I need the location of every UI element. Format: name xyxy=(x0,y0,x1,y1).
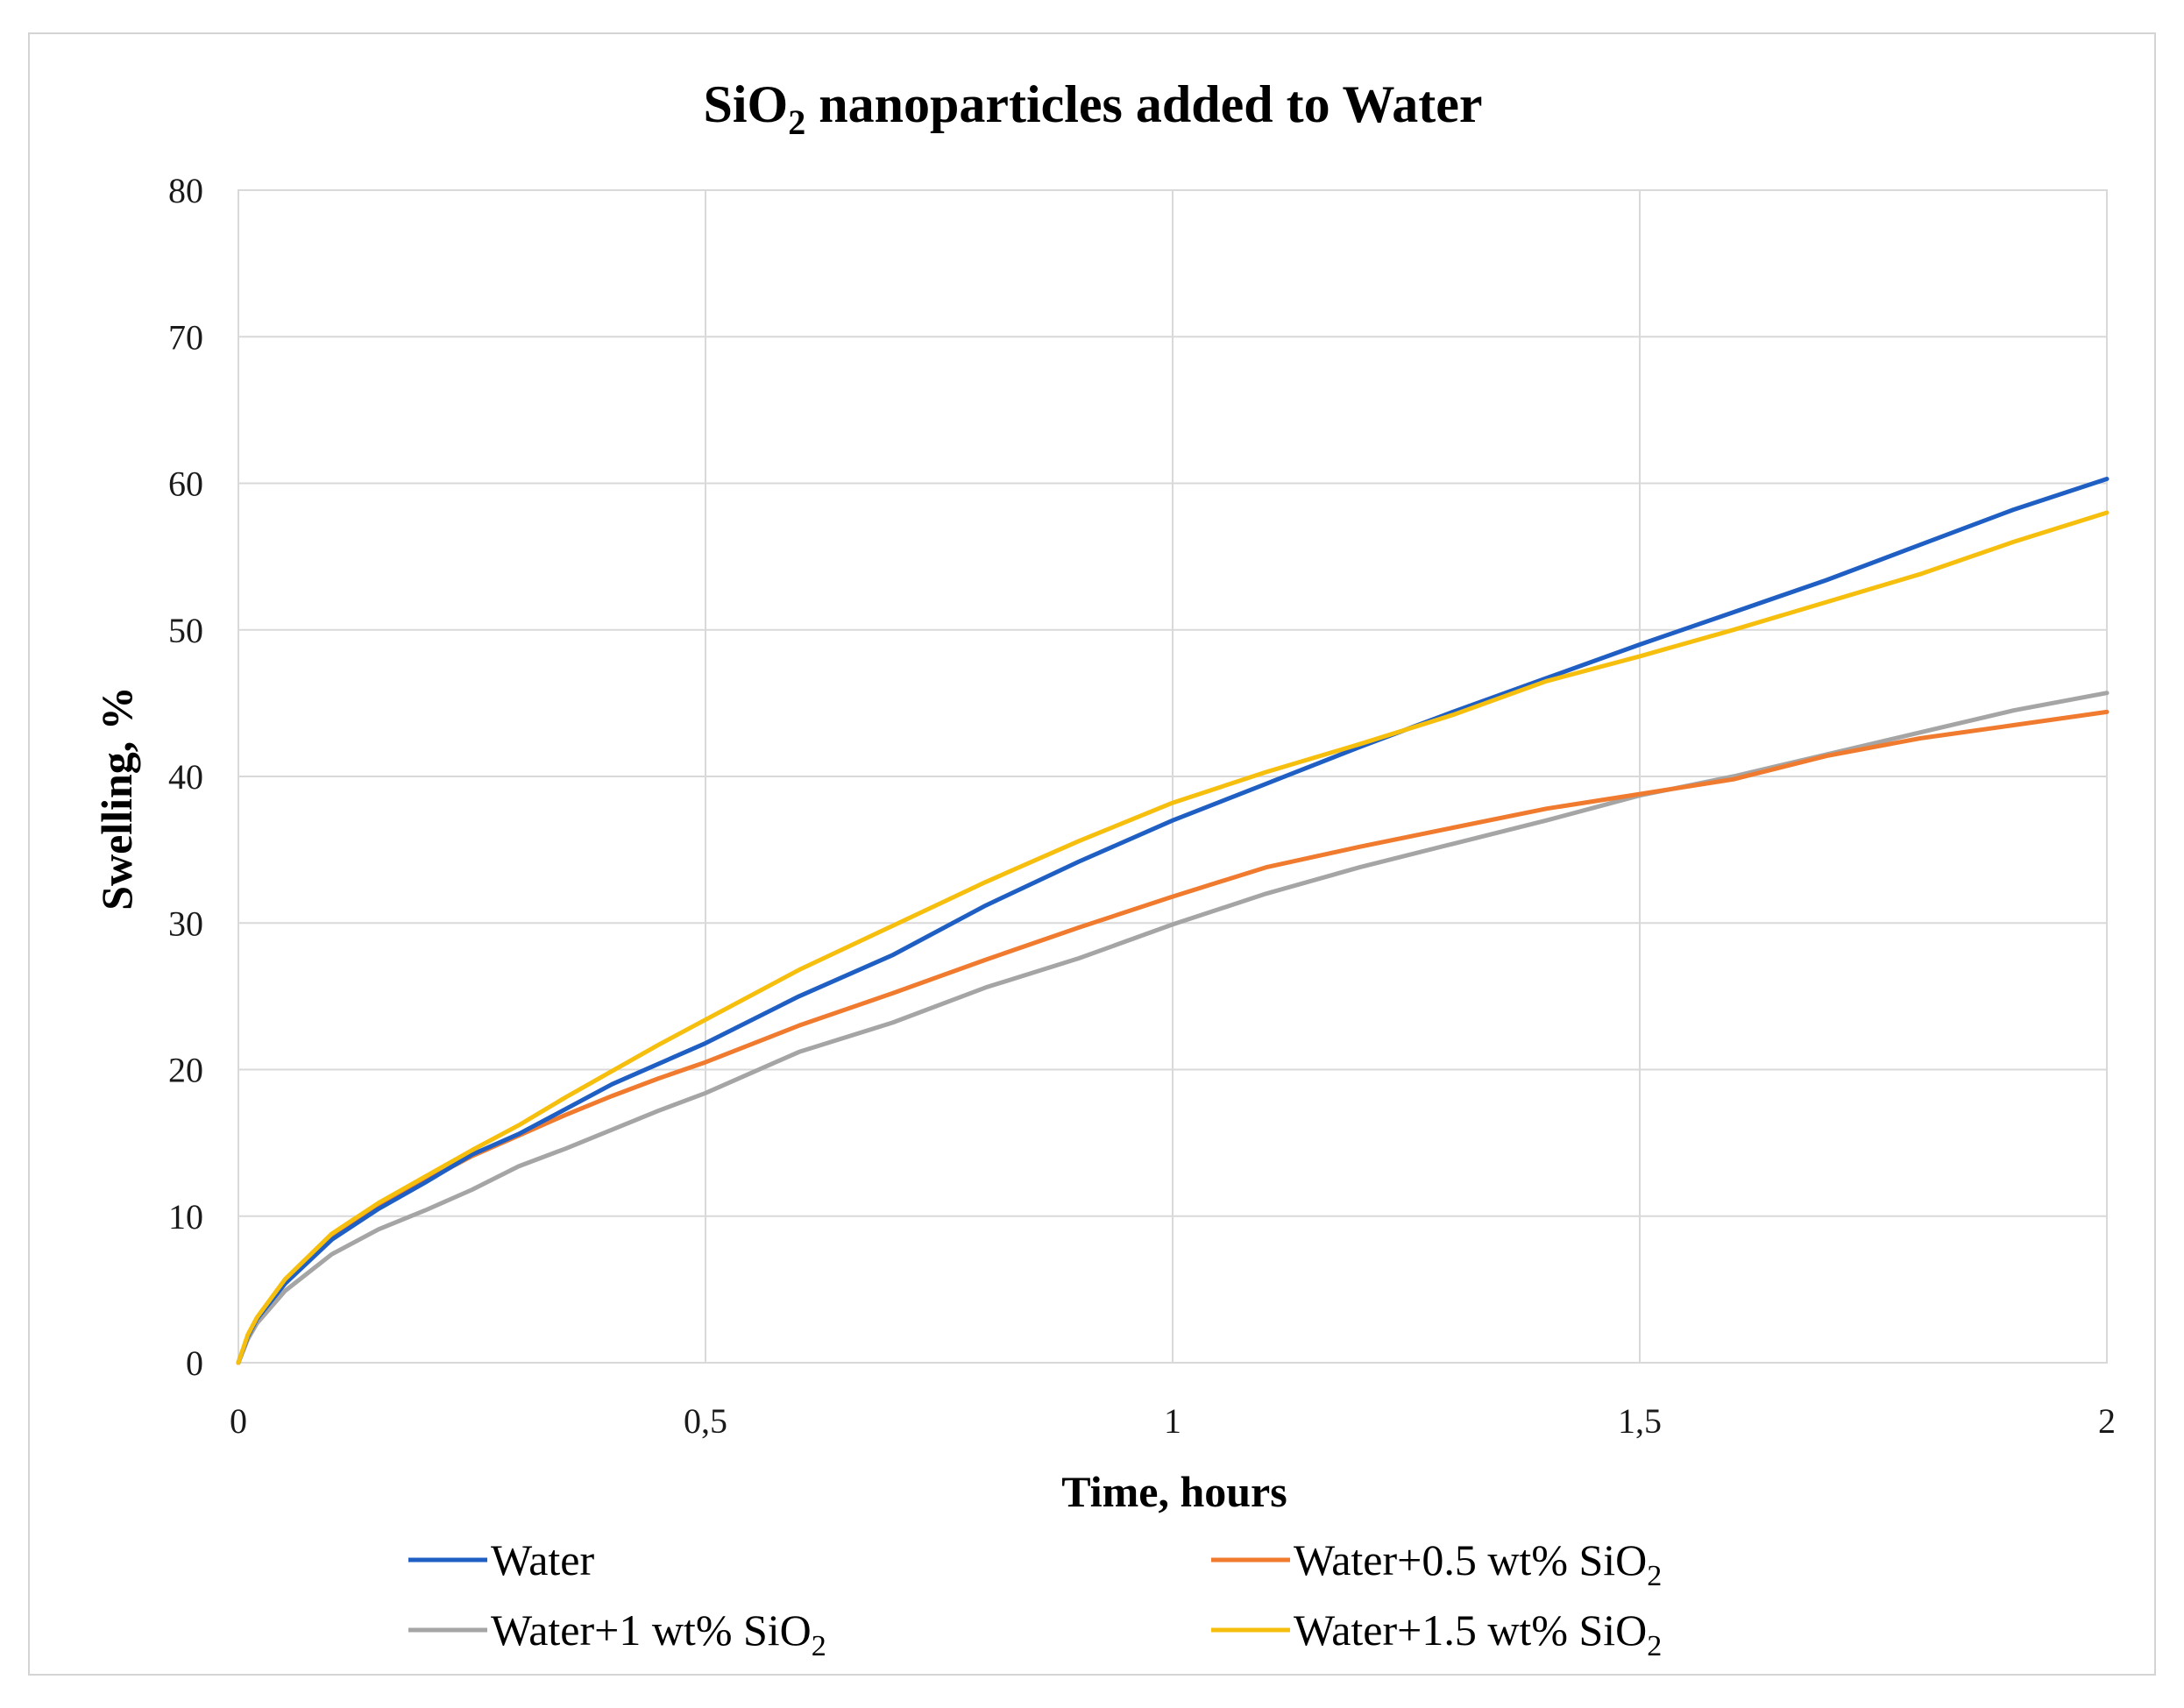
chart-title: SiO2 nanoparticles added to Water xyxy=(704,75,1483,142)
grid-lines xyxy=(238,189,2108,1364)
y-tick-label: 80 xyxy=(168,171,203,210)
y-tick-label: 60 xyxy=(168,464,203,504)
chart-title-main: SiO xyxy=(704,75,789,133)
chart-title-rest: nanoparticles added to Water xyxy=(805,75,1482,133)
x-tick-label: 1 xyxy=(1164,1401,1181,1441)
series-line xyxy=(236,510,2110,1365)
plot-area-border xyxy=(238,189,2108,1364)
x-tick-label: 0,5 xyxy=(684,1401,727,1441)
legend-label: Water xyxy=(491,1535,594,1584)
legend: Water Water+0.5 wt% SiO2 Water+1 wt% SiO2 W… xyxy=(408,1535,1662,1662)
chart-frame: SiO2 nanoparticles added to Water 0 10 20 3… xyxy=(28,32,2156,1676)
x-tick-labels: 0 0,5 1 1,5 2 xyxy=(230,1401,2116,1441)
y-tick-label: 40 xyxy=(168,757,203,797)
legend-label: Water+1 wt% SiO2 xyxy=(491,1605,826,1662)
chart-svg: SiO2 nanoparticles added to Water 010203… xyxy=(92,75,2116,1662)
x-axis-label: Time, hours xyxy=(1061,1467,1287,1516)
chart-title-subscript: 2 xyxy=(788,103,805,142)
y-tick-label: 0 xyxy=(186,1343,203,1383)
legend-label: Water+0.5 wt% SiO2 xyxy=(1294,1535,1662,1592)
x-tick-label: 2 xyxy=(2098,1401,2116,1441)
legend-label: Water+1.5 wt% SiO2 xyxy=(1294,1605,1662,1662)
x-tick-label: 0 xyxy=(230,1401,247,1441)
y-tick-label: 50 xyxy=(168,611,203,650)
x-tick-label: 1,5 xyxy=(1618,1401,1662,1441)
y-tick-label: 30 xyxy=(168,904,203,943)
y-tick-labels: 0 10 20 30 40 50 60 70 80 xyxy=(168,171,203,1383)
y-tick-label: 20 xyxy=(168,1051,203,1090)
y-tick-label: 70 xyxy=(168,317,203,357)
series-lines xyxy=(236,477,2110,1365)
series-line xyxy=(236,477,2110,1365)
y-tick-label: 10 xyxy=(168,1197,203,1237)
y-axis-label: Swelling, % xyxy=(92,686,141,911)
